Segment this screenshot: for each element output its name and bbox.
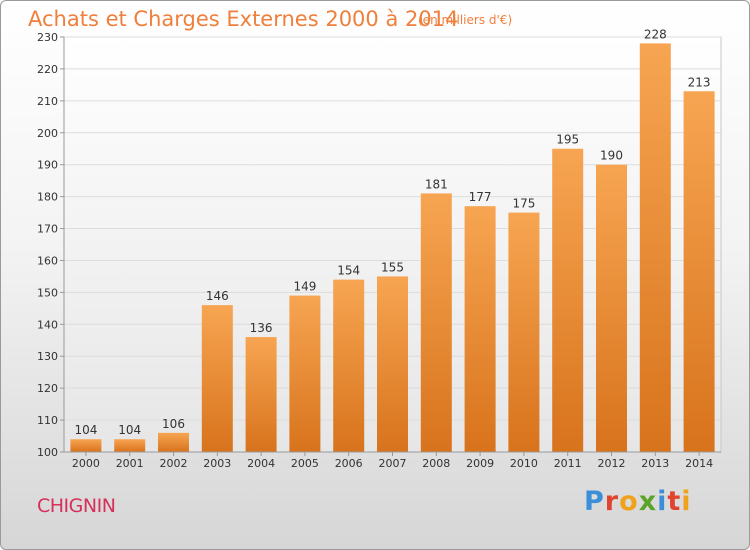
data-label-2005: 149 [293,280,316,294]
data-label-2011: 195 [556,133,579,147]
x-tick-label-2002: 2002 [160,457,188,470]
x-tick-label-2005: 2005 [291,457,319,470]
y-tick-label: 170 [37,223,58,236]
commune-name: CHIGNIN [37,495,116,517]
y-tick-label: 180 [37,191,58,204]
bar-2008 [420,193,452,452]
bar-2002 [158,432,189,452]
bar-2014 [683,91,715,453]
x-tick-label-2004: 2004 [247,457,275,470]
bar-2011 [552,148,584,452]
x-tick-label-2007: 2007 [379,457,407,470]
bar-2005 [289,295,321,452]
data-label-2003: 146 [206,289,229,303]
data-label-2014: 213 [688,75,711,89]
y-tick-label: 220 [37,63,58,76]
x-tick-label-2000: 2000 [72,457,100,470]
x-tick-label-2010: 2010 [510,457,538,470]
y-tick-label: 150 [37,286,58,299]
x-tick-label-2014: 2014 [685,457,713,470]
bar-2013 [639,43,671,453]
bar-2009 [464,206,496,452]
x-tick-label-2009: 2009 [466,457,494,470]
y-tick-label: 100 [37,446,58,459]
proxiti-logo: Proxiti [584,486,692,517]
x-tick-label-2012: 2012 [598,457,626,470]
bar-2010 [508,212,540,452]
x-tick-label-2013: 2013 [641,457,669,470]
data-label-2010: 175 [512,197,535,211]
chart-title: Achats et Charges Externes 2000 à 2014 [28,7,459,31]
y-tick-label: 130 [37,350,58,363]
bar-2003 [201,305,233,452]
data-label-2002: 106 [162,417,185,431]
chart-subtitle: (en milliers d'€) [418,13,513,27]
bar-2000 [70,439,102,452]
x-tick-label-2006: 2006 [335,457,363,470]
y-tick-label: 110 [37,414,58,427]
y-tick-label: 140 [37,318,58,331]
bar-2001 [114,439,146,452]
data-label-2001: 104 [118,423,141,437]
y-tick-label: 200 [37,127,58,140]
data-label-2006: 154 [337,264,360,278]
x-tick-label-2001: 2001 [116,457,144,470]
y-tick-label: 160 [37,254,58,267]
bar-2007 [377,276,408,452]
data-label-2012: 190 [600,149,623,163]
data-label-2007: 155 [381,260,404,274]
x-tick-label-2003: 2003 [203,457,231,470]
y-tick-label: 230 [37,31,58,44]
x-tick-label-2008: 2008 [422,457,450,470]
data-label-2009: 177 [469,190,492,204]
y-tick-label: 190 [37,159,58,172]
y-tick-label: 120 [37,382,58,395]
bar-2006 [333,279,365,452]
x-tick-label-2011: 2011 [554,457,582,470]
bar-2012 [596,164,627,452]
bar-2004 [245,337,277,452]
y-tick-label: 210 [37,95,58,108]
data-label-2004: 136 [250,321,273,335]
data-label-2013: 228 [644,27,667,41]
data-label-2000: 104 [74,423,97,437]
data-label-2008: 181 [425,177,448,191]
